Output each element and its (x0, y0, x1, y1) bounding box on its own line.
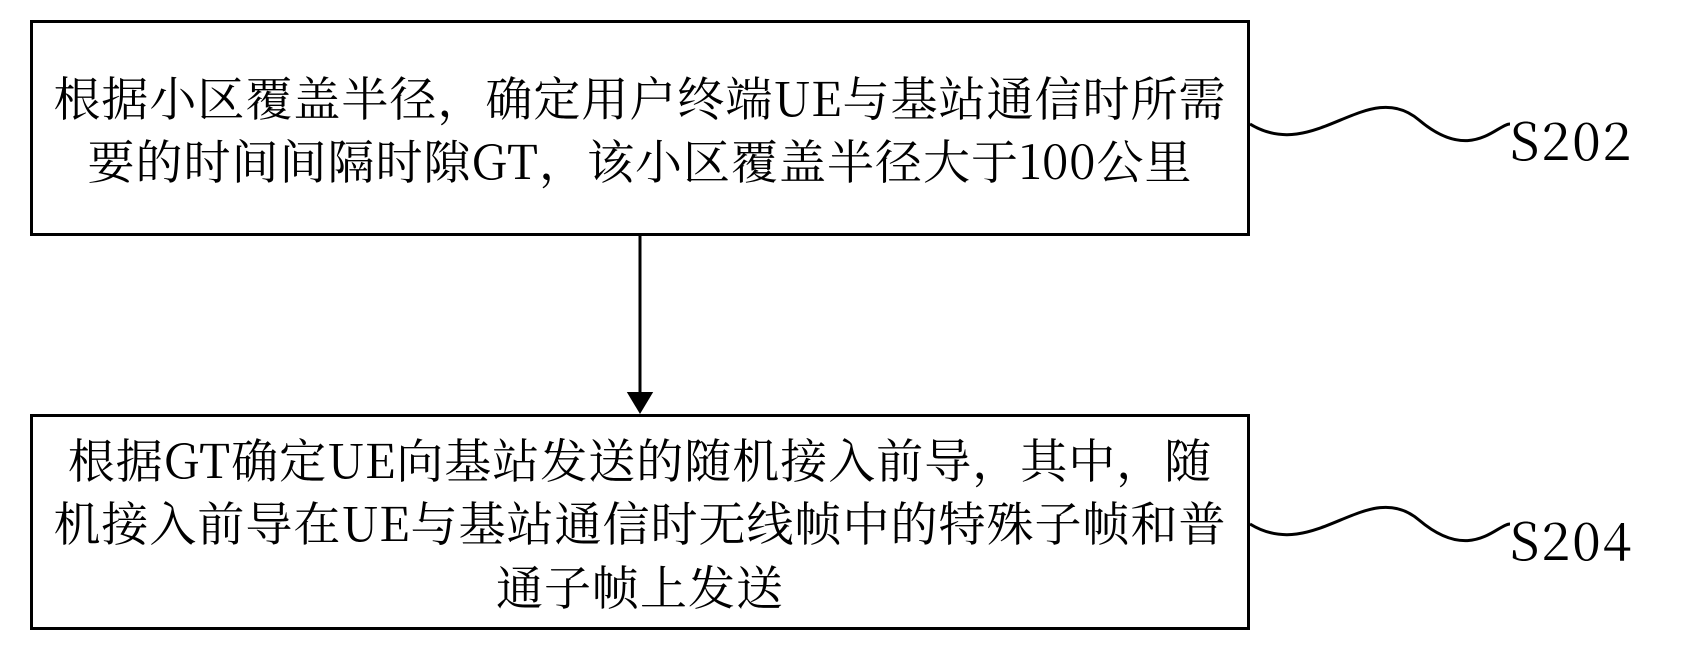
step-label-s202: S202 (1510, 100, 1633, 175)
flow-step-s202: 根据小区覆盖半径，确定用户终端UE与基站通信时所需要的时间间隔时隙GT，该小区覆… (30, 20, 1250, 236)
connector-curve-s202 (1250, 80, 1510, 160)
step-label-s204: S204 (1510, 500, 1633, 575)
flow-step-s204: 根据GT确定UE向基站发送的随机接入前导，其中，随机接入前导在UE与基站通信时无… (30, 414, 1250, 630)
flow-step-s202-text: 根据小区覆盖半径，确定用户终端UE与基站通信时所需要的时间间隔时隙GT，该小区覆… (47, 65, 1233, 192)
flow-step-s204-text: 根据GT确定UE向基站发送的随机接入前导，其中，随机接入前导在UE与基站通信时无… (47, 427, 1233, 617)
flowchart-canvas: 根据小区覆盖半径，确定用户终端UE与基站通信时所需要的时间间隔时隙GT，该小区覆… (0, 0, 1693, 654)
flow-arrow (618, 236, 662, 414)
connector-curve-s204 (1250, 480, 1510, 560)
